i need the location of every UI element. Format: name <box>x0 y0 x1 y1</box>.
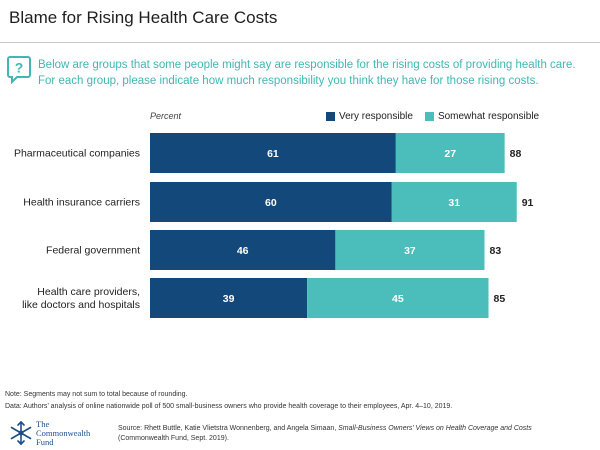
source-line-2: (Commonwealth Fund, Sept. 2019). <box>118 435 229 442</box>
question-line-2: For each group, please indicate how much… <box>38 75 539 87</box>
category-label: Health insurance carriers <box>23 197 140 209</box>
unit-label: Percent <box>150 111 182 121</box>
bar-very-responsible <box>150 278 308 318</box>
data-label: 37 <box>404 245 416 257</box>
category-label-line: Pharmaceutical companies <box>14 148 140 160</box>
title-divider <box>0 42 600 43</box>
category-label-line: like doctors and hospitals <box>22 299 140 311</box>
logo-wordmark: The Commonwealth Fund <box>36 420 90 447</box>
legend-item-somewhat: Somewhat responsible <box>424 110 540 122</box>
survey-question: Below are groups that some people might … <box>38 57 590 89</box>
data-label: 31 <box>448 197 460 209</box>
bar-very-responsible <box>150 182 392 222</box>
bar-somewhat-responsible <box>307 278 489 318</box>
footnote-note: Note: Segments may not sum to total beca… <box>5 391 188 398</box>
question-line-1: Below are groups that some people might … <box>38 59 576 71</box>
logo-line-2: Commonwealth <box>36 428 91 438</box>
total-label: 88 <box>510 148 522 160</box>
source-note: Source: Rhett Buttle, Katie Vlietstra Wo… <box>118 424 532 444</box>
bar-chart: Pharmaceutical companies 61 27 88 Health ins… <box>14 133 534 318</box>
category-label: Pharmaceutical companies <box>14 148 140 160</box>
category-label: Federal government <box>46 245 140 257</box>
chart-title: Blame for Rising Health Care Costs <box>9 8 278 27</box>
commonwealth-fund-logo <box>10 421 32 445</box>
category-label: Health care providers, like doctors and h… <box>22 286 140 311</box>
data-label: 39 <box>223 293 235 305</box>
source-prefix: Source: Rhett Buttle, Katie Vlietstra Wo… <box>118 425 339 432</box>
bar-very-responsible <box>150 133 396 173</box>
legend-swatch-very <box>326 111 335 121</box>
total-label: 83 <box>489 245 501 257</box>
legend-item-very: Very responsible <box>326 111 413 122</box>
bar-very-responsible <box>150 230 336 270</box>
data-label: 46 <box>237 245 249 257</box>
footnote-data: Data: Authors’ analysis of online nation… <box>5 403 453 410</box>
bar-somewhat-responsible <box>335 230 485 270</box>
legend-label-somewhat: Somewhat responsible <box>437 110 540 122</box>
data-label: 45 <box>392 293 404 305</box>
logo-line-3: Fund <box>36 437 54 447</box>
category-label-line: Health care providers, <box>37 286 140 298</box>
question-icon: ? <box>7 56 31 84</box>
data-label: 60 <box>265 197 277 209</box>
category-label-line: Health insurance carriers <box>23 197 140 209</box>
data-label: 61 <box>267 148 279 160</box>
category-label-line: Federal government <box>46 245 140 257</box>
data-label: 27 <box>444 148 456 160</box>
logo-line-1: The <box>36 419 50 429</box>
bar-somewhat-responsible <box>391 182 517 222</box>
total-label: 85 <box>494 293 506 305</box>
legend-label-very: Very responsible <box>339 110 413 122</box>
legend-swatch-somewhat <box>424 111 434 121</box>
source-title: Small-Business Owners’ Views on Health C… <box>338 425 532 432</box>
legend: Very responsible Somewhat responsible <box>326 109 545 123</box>
svg-text:?: ? <box>15 60 24 76</box>
total-label: 91 <box>522 197 534 209</box>
footnotes: Note: Segments may not sum to total beca… <box>5 389 452 413</box>
bar-somewhat-responsible <box>395 133 505 173</box>
